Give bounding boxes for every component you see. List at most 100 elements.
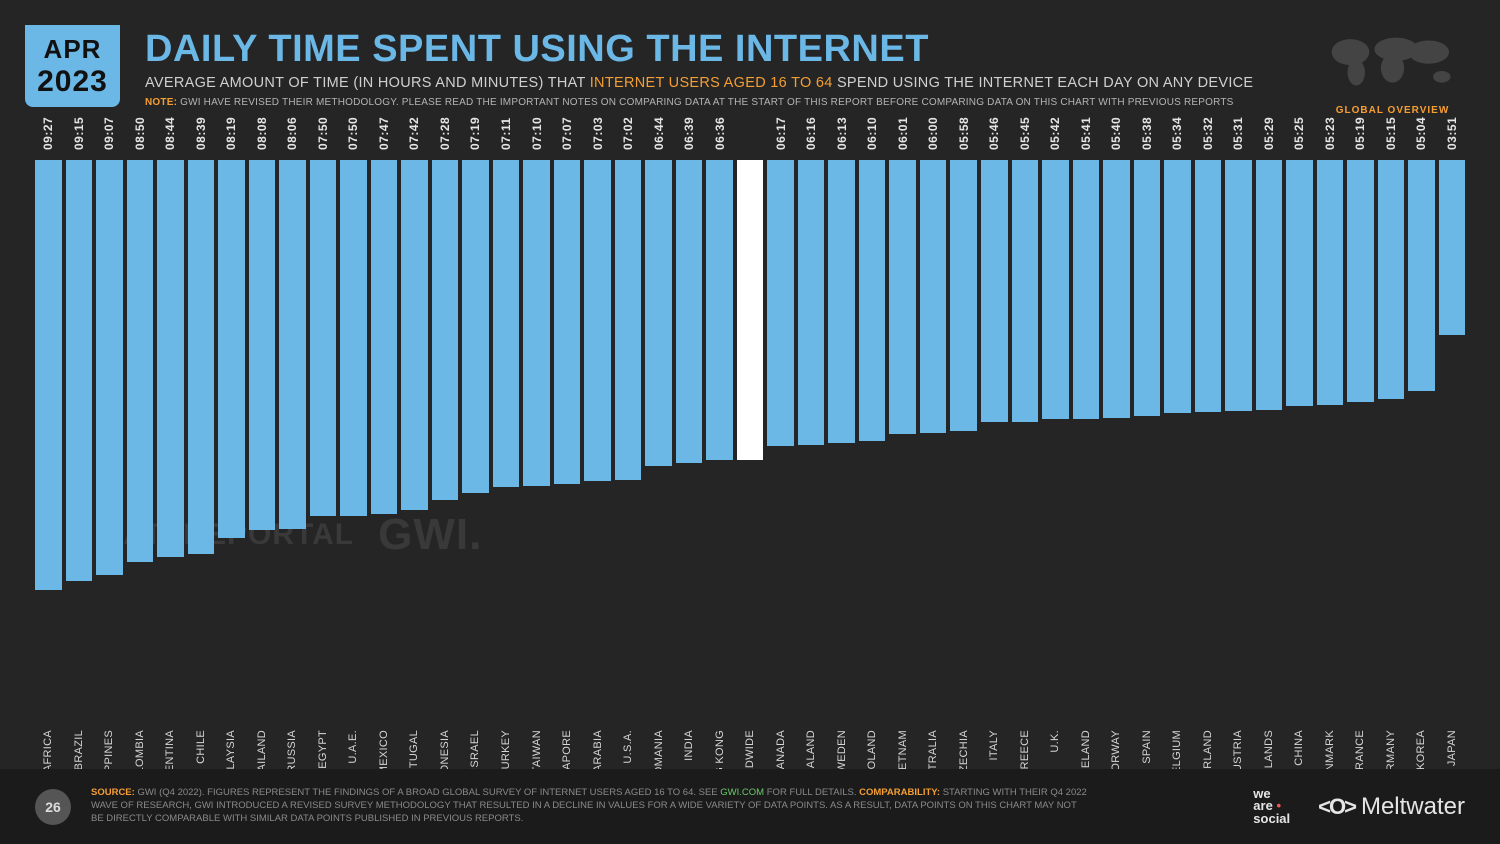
bar: 05:19 <box>1347 160 1374 402</box>
bar-value-label: 07:02 <box>621 117 635 150</box>
bar-column: 03:51JAPAN <box>1439 160 1466 724</box>
bar-column: 06:10POLAND <box>859 160 886 724</box>
bar-value-label: 06:13 <box>835 117 849 150</box>
bar-value-label: 05:31 <box>1231 117 1245 150</box>
bar-column: 05:45GREECE <box>1012 160 1039 724</box>
badge-year: 2023 <box>37 65 108 99</box>
bar: 07:42 <box>401 160 428 510</box>
bar: 06:01 <box>889 160 916 434</box>
date-badge: APR 2023 <box>25 25 120 107</box>
world-map: GLOBAL OVERVIEW <box>1320 28 1465 116</box>
meltwater-icon: <O> <box>1318 794 1355 820</box>
bar-value-label: 07:50 <box>346 117 360 150</box>
bar-country-label: U.S.A. <box>622 730 634 764</box>
bar: 05:04 <box>1408 160 1435 391</box>
bar-column: 07:47MEXICO <box>371 160 398 724</box>
bar-value-label: 09:15 <box>72 117 86 150</box>
bar: 06:36 <box>706 160 733 460</box>
bar: 06:13 <box>828 160 855 443</box>
subtitle-post: SPEND USING THE INTERNET EACH DAY ON ANY… <box>833 75 1254 91</box>
bar: 06:39 <box>676 160 703 463</box>
bar: 09:07 <box>96 160 123 575</box>
bar-country-label: U.A.E. <box>347 730 359 764</box>
bar-value-label: 08:50 <box>133 117 147 150</box>
bar-column: 05:34BELGIUM <box>1164 160 1191 724</box>
bar-column: 09:07PHILIPPINES <box>96 160 123 724</box>
bar: 05:46 <box>981 160 1008 422</box>
bar-value-label: 06:00 <box>926 117 940 150</box>
bar-column: 07:50U.A.E. <box>340 160 367 724</box>
bar-value-label: 06:16 <box>804 117 818 150</box>
bar-value-label: 06:35 <box>743 117 757 150</box>
bar-country-label: EGYPT <box>317 730 329 769</box>
bar-column: 06:00AUSTRALIA <box>920 160 947 724</box>
bar: 05:23 <box>1317 160 1344 405</box>
we-are-social-logo: we are • social <box>1253 788 1290 825</box>
bar-value-label: 05:42 <box>1048 117 1062 150</box>
bar: 07:11 <box>493 160 520 487</box>
bar-value-label: 06:39 <box>682 117 696 150</box>
bar: 05:40 <box>1103 160 1130 418</box>
bar-column: 07:42PORTUGAL <box>401 160 428 724</box>
bar-value-label: 08:39 <box>194 117 208 150</box>
header: DAILY TIME SPENT USING THE INTERNET AVER… <box>145 28 1300 108</box>
bar-value-label: 07:19 <box>468 117 482 150</box>
bar-column: 05:29NETHERLANDS <box>1256 160 1283 724</box>
bar-value-label: 09:27 <box>41 117 55 150</box>
bar-value-label: 05:34 <box>1170 117 1184 150</box>
bar-country-label: RUSSIA <box>286 730 298 773</box>
bar: 05:29 <box>1256 160 1283 410</box>
bar-value-label: 07:03 <box>591 117 605 150</box>
footer-text: SOURCE: GWI (Q4 2022). FIGURES REPRESENT… <box>91 787 1091 825</box>
bar: 05:58 <box>950 160 977 431</box>
bar: 05:45 <box>1012 160 1039 422</box>
bar-value-label: 05:46 <box>987 117 1001 150</box>
bar-value-label: 06:17 <box>774 117 788 150</box>
bar: 08:44 <box>157 160 184 557</box>
subtitle-pre: AVERAGE AMOUNT OF TIME (IN HOURS AND MIN… <box>145 75 590 91</box>
bar-value-label: 07:50 <box>316 117 330 150</box>
bar-country-label: TAIWAN <box>531 730 543 773</box>
bar: 07:19 <box>462 160 489 493</box>
bar-column: 05:58CZECHIA <box>950 160 977 724</box>
bar-value-label: 06:10 <box>865 117 879 150</box>
bar-column: 08:19MALAYSIA <box>218 160 245 724</box>
bar: 06:35 <box>737 160 764 460</box>
bar-column: 06:17CANADA <box>767 160 794 724</box>
bar-country-label: INDIA <box>683 730 695 761</box>
subtitle-highlight: INTERNET USERS AGED 16 TO 64 <box>590 75 833 91</box>
page-title: DAILY TIME SPENT USING THE INTERNET <box>145 28 1300 71</box>
footer-logos: we are • social <O> Meltwater <box>1253 788 1465 825</box>
bar-column: 09:27SOUTH AFRICA <box>35 160 62 724</box>
bar-column: 06:16NEW ZEALAND <box>798 160 825 724</box>
bar: 05:15 <box>1378 160 1405 399</box>
bar-column: 08:08THAILAND <box>249 160 276 724</box>
bar-value-label: 07:47 <box>377 117 391 150</box>
bar-value-label: 05:19 <box>1353 117 1367 150</box>
bar-column: 07:50EGYPT <box>310 160 337 724</box>
bar-column: 08:50COLOMBIA <box>127 160 154 724</box>
note-text: GWI HAVE REVISED THEIR METHODOLOGY. PLEA… <box>177 97 1233 108</box>
bar-country-label: U.K. <box>1049 730 1061 753</box>
note-label: NOTE: <box>145 97 177 108</box>
bar-chart: 09:27SOUTH AFRICA09:15BRAZIL09:07PHILIPP… <box>35 160 1465 724</box>
world-label: GLOBAL OVERVIEW <box>1320 105 1465 116</box>
source-label: SOURCE: <box>91 787 135 798</box>
bar-column: 05:04SOUTH KOREA <box>1408 160 1435 724</box>
bar: 06:16 <box>798 160 825 445</box>
bar: 08:39 <box>188 160 215 554</box>
bar-country-label: BRAZIL <box>73 730 85 770</box>
bar-value-label: 05:25 <box>1292 117 1306 150</box>
bar-value-label: 06:01 <box>896 117 910 150</box>
bar: 09:27 <box>35 160 62 590</box>
bar-value-label: 05:15 <box>1384 117 1398 150</box>
bar: 07:47 <box>371 160 398 514</box>
bar-value-label: 07:11 <box>499 117 513 150</box>
world-map-icon <box>1320 28 1465 98</box>
bar-column: 08:06RUSSIA <box>279 160 306 724</box>
bar: 07:03 <box>584 160 611 481</box>
source-text2: FOR FULL DETAILS. <box>764 787 859 798</box>
bar-value-label: 08:08 <box>255 117 269 150</box>
bar-column: 08:39CHILE <box>188 160 215 724</box>
bar: 07:02 <box>615 160 642 480</box>
